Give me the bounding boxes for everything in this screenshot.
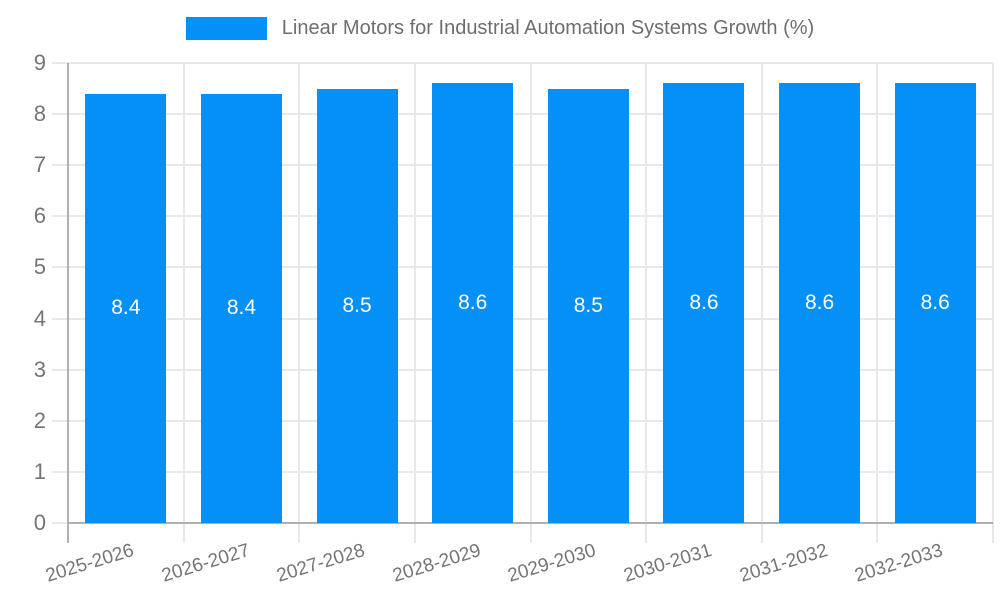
legend: Linear Motors for Industrial Automation … xyxy=(0,17,1000,40)
y-gridline xyxy=(52,215,993,218)
y-tick-label: 1 xyxy=(33,458,46,484)
x-gridline xyxy=(298,63,301,523)
x-gridline xyxy=(876,63,879,523)
x-gridline xyxy=(529,63,532,523)
x-gridline xyxy=(413,63,416,523)
bar[interactable] xyxy=(432,83,514,523)
bar-value-label: 8.4 xyxy=(111,296,141,320)
bar-value-label: 8.4 xyxy=(226,296,257,320)
x-tick xyxy=(645,523,648,543)
x-tick xyxy=(298,523,301,543)
y-tick-label: 3 xyxy=(33,356,46,382)
bar-value-label: 8.5 xyxy=(573,293,603,317)
x-gridline xyxy=(992,63,994,523)
x-tick xyxy=(413,523,416,543)
legend-swatch xyxy=(185,17,267,40)
x-gridline xyxy=(645,63,648,523)
y-tick-label: 8 xyxy=(33,101,46,127)
x-tick xyxy=(876,523,879,543)
bar[interactable] xyxy=(547,88,629,523)
x-category-label: 2027-2028 xyxy=(274,539,368,587)
x-tick xyxy=(182,523,185,543)
x-category-label: 2025-2026 xyxy=(43,539,137,587)
legend-label: Linear Motors for Industrial Automation … xyxy=(281,17,815,39)
x-category-label: 2030-2031 xyxy=(621,539,715,587)
y-tick-label: 4 xyxy=(33,305,46,331)
y-gridline xyxy=(52,164,993,167)
x-tick xyxy=(529,523,532,543)
bar-value-label: 8.6 xyxy=(689,291,719,315)
y-tick-label: 7 xyxy=(33,152,46,178)
y-gridline xyxy=(52,368,993,371)
x-category-label: 2029-2030 xyxy=(505,539,599,587)
x-category-label: 2028-2029 xyxy=(390,539,484,587)
x-tick xyxy=(992,523,994,543)
y-axis-line xyxy=(67,63,69,543)
y-tick-label: 2 xyxy=(33,407,46,433)
y-tick-label: 9 xyxy=(33,50,46,75)
bar[interactable] xyxy=(779,83,861,523)
x-axis-line xyxy=(68,522,993,524)
y-tick-label: 0 xyxy=(33,510,46,535)
bar-value-label: 8.6 xyxy=(920,291,950,315)
y-gridline xyxy=(52,419,993,422)
y-tick-label: 6 xyxy=(33,203,46,229)
bar[interactable] xyxy=(316,88,398,523)
x-tick xyxy=(760,523,763,543)
bar-value-label: 8.6 xyxy=(458,291,488,315)
bar-value-label: 8.5 xyxy=(342,293,372,317)
bar[interactable] xyxy=(894,83,976,523)
x-gridline xyxy=(182,63,185,523)
y-gridline xyxy=(52,62,993,64)
bar[interactable] xyxy=(663,83,745,523)
y-gridline xyxy=(52,470,993,473)
x-gridline xyxy=(760,63,763,523)
y-gridline xyxy=(52,317,993,320)
x-category-label: 2026-2027 xyxy=(158,539,252,587)
bar[interactable] xyxy=(85,93,167,523)
y-gridline xyxy=(52,113,993,116)
y-gridline xyxy=(52,266,993,269)
bar-value-label: 8.6 xyxy=(804,291,835,315)
x-category-label: 2031-2032 xyxy=(736,539,830,587)
y-tick-label: 5 xyxy=(33,254,46,280)
x-category-label: 2032-2033 xyxy=(852,539,946,587)
bar[interactable] xyxy=(200,93,282,523)
